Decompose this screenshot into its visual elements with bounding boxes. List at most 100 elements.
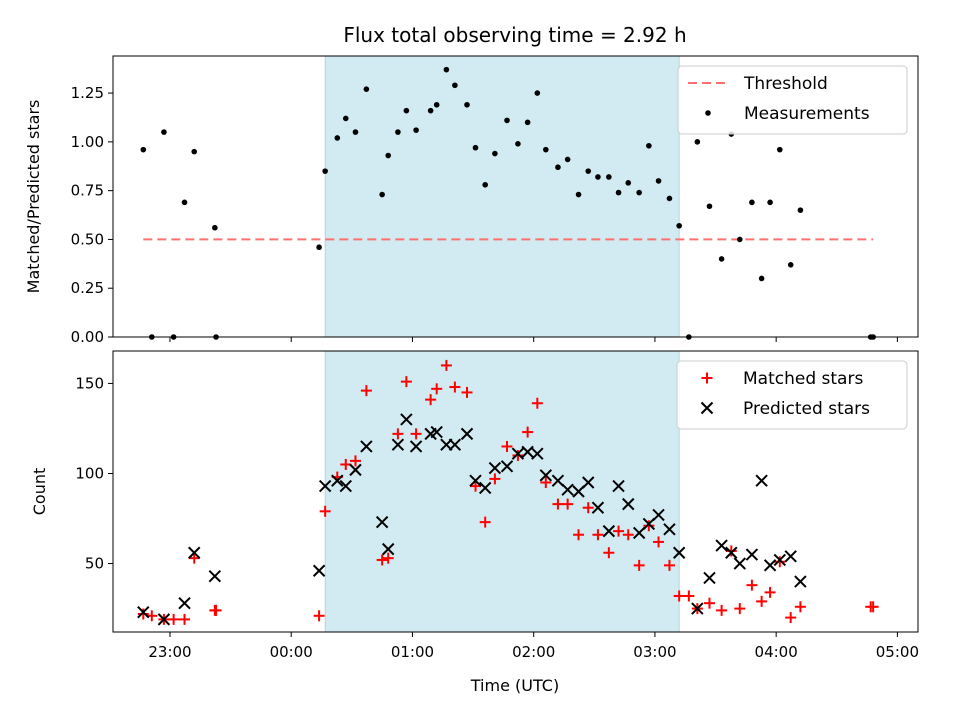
legend: Threshold Measurements [677,65,908,135]
predicted-star-point [331,474,344,487]
predicted-star-point [691,602,704,615]
predicted-star-point [642,517,656,531]
measurement-point [452,82,458,89]
predicted-star-point [500,460,514,473]
matched-star-point [376,554,388,566]
predicted-star-point [602,524,616,538]
measurement-point [212,224,218,231]
matched-star-point [552,498,564,510]
ratio-panel: 0.00 0.25 0.50 0.75 1.00 1.25 Matched/Predicte… [24,55,919,346]
predicted-star-stroke-b [448,438,462,451]
predicted-star-stroke-b [381,542,395,556]
predicted-star-stroke-b [208,569,222,583]
matched-star-point [531,397,543,409]
predicted-star-point [469,474,482,487]
predicted-star-stroke-b [521,445,534,459]
predicted-star-point [430,425,443,439]
predicted-star-point [349,463,362,477]
predicted-star-stroke-b [178,596,191,610]
legend: Matched stars Predicted stars [676,360,908,430]
legend-label: Threshold [743,74,828,94]
predicted-star-point [409,440,423,453]
measurement-point [395,129,401,135]
matched-star-point [756,595,768,607]
predicted-star-point [188,546,201,559]
predicted-star-point [478,481,492,495]
legend-predicted-swatch-b [700,401,714,415]
predicted-star-stroke-b [602,524,616,538]
matched-star-point [633,559,645,571]
x-tick-label: 03:00 [633,643,676,661]
predicted-star-stroke-b [409,440,423,453]
matched-star-point [479,516,491,528]
y-tick-label: 0.00 [71,328,104,346]
measurement-point [666,195,673,202]
measurement-point [464,101,470,108]
matched-star-point [703,597,715,609]
matched-star-point [440,359,452,371]
x-axis-label: Time (UTC) [470,676,559,695]
matched-star-point [683,590,695,602]
observing-interval-shade [324,350,680,633]
predicted-star-point [178,596,191,610]
measurement-point [676,222,682,229]
predicted-star-stroke-b [531,447,544,460]
measurement-point [606,174,612,180]
y-tick-label: 50 [85,555,104,573]
x-tick-label: 02:00 [512,643,555,661]
matched-star-point [582,502,594,514]
measurement-point [718,256,725,262]
predicted-star-stroke-b [312,564,326,577]
predicted-star-stroke-b [672,546,686,559]
predicted-star-point [784,550,797,563]
predicted-star-stroke-b [591,501,605,514]
matched-star-point [425,394,437,406]
predicted-star-stroke-b [488,461,502,475]
matched-star-point [349,455,361,467]
x-tick-label: 04:00 [755,643,798,661]
predicted-star-stroke-b [642,517,656,531]
predicted-star-stroke-b [745,548,759,561]
measurement-point [534,90,541,96]
x-tick-label: 05:00 [876,643,919,661]
matched-star-point [360,385,372,397]
legend-label: Predicted stars [743,399,870,419]
predicted-star-stroke-b [582,476,595,489]
legend-measurement-swatch [705,110,711,116]
predicted-star-point [725,546,738,559]
matched-star-point [400,376,412,388]
predicted-star-point [612,479,625,493]
predicted-star-point [318,479,332,493]
chart-title: Flux total observing time = 2.92 h [343,23,686,47]
matched-star-point [469,480,481,492]
y-tick-label: 0.50 [71,230,104,248]
counts-panel: 50 100 150 23:00 00:00 01:00 02:00 03:00 04:00 05… [30,350,919,661]
predicted-star-point [381,542,395,556]
matched-star-point [725,545,737,557]
matched-star-point [746,579,758,591]
matched-star-point [603,547,615,559]
predicted-star-stroke-b [460,427,474,441]
matched-star-point [522,426,534,438]
predicted-star-point [773,553,786,567]
legend-box [676,360,908,430]
matched-star-point [785,612,797,624]
matched-star-point [137,608,149,620]
measurement-point [585,168,592,174]
matched-star-point [764,586,776,598]
measurement-point [316,244,322,251]
predicted-star-stroke-b [375,515,389,529]
matched-star-point [392,428,404,440]
predicted-star-point [582,476,595,489]
predicted-star-stroke-b [478,481,492,495]
measurement-point [492,150,498,157]
matched-star-point [592,529,604,541]
measurement-point [322,168,328,174]
predicted-star-stroke-b [188,546,201,559]
y-tick-label: 1.25 [71,84,104,102]
matched-star-point [867,601,879,613]
measurement-point [615,189,622,196]
matched-star-point [540,476,552,488]
observing-interval-shade [324,55,680,338]
